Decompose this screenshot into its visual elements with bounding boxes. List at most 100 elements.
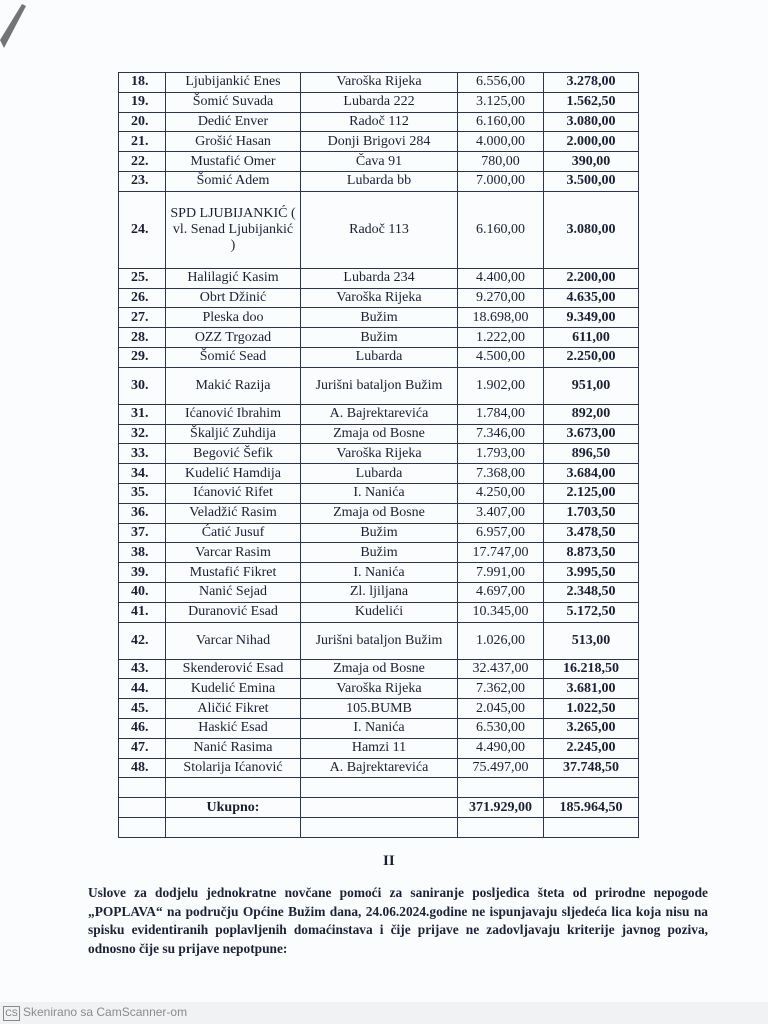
row-half-amount: 16.218,50 [543,658,639,680]
table-row: 43. Skenderović Esad Zmaja od Bosne 32.437,… [118,658,639,680]
row-amount: 6.556,00 [457,72,544,93]
row-amount: 7.991,00 [457,562,544,583]
table-row: 22. Mustafić Omer Čava 91 780,00 390,00 [118,151,639,172]
row-name: Duranović Esad [165,601,301,623]
row-amount: 4.500,00 [457,346,544,368]
row-half-amount: 3.681,00 [543,678,639,700]
row-name: Dedić Enver [165,111,301,133]
row-amount: 6.957,00 [457,522,544,544]
table-row: 34. Kudelić Hamdija Lubarda 7.368,00 3.684,0… [118,463,639,484]
row-address: Varoška Rijeka [300,678,458,700]
row-number: 43. [118,658,166,680]
row-address: Varoška Rijeka [300,443,458,465]
row-amount: 4.697,00 [457,581,544,603]
table-row: 42. Varcar Nihad Jurišni bataljon Bužim 1.0… [118,621,639,660]
row-name: Aličić Fikret [165,698,301,719]
row-half-amount: 1.562,50 [543,91,639,113]
row-address: Lubarda 234 [300,267,458,289]
empty-cell [118,816,166,838]
row-number: 37. [118,522,166,544]
total-label: Ukupno: [165,797,301,818]
row-half-amount: 5.172,50 [543,601,639,623]
row-name: SPD LJUBIJANKIĆ ( vl. Senad Ljubijankić … [165,190,301,269]
row-address: Zmaja od Bosne [300,502,458,524]
row-half-amount: 2.250,00 [543,346,639,368]
row-address: Radoč 112 [300,111,458,133]
table-row: 46. Haskić Esad I. Nanića 6.530,00 3.265,00 [118,717,639,739]
row-number: 32. [118,423,166,445]
row-number: 48. [118,757,166,779]
row-number: 26. [118,287,166,309]
row-number: 31. [118,403,166,425]
row-amount: 7.368,00 [457,463,544,484]
table-row: 33. Begović Šefik Varoška Rijeka 1.793,00 89… [118,443,639,465]
row-address: Hamzi 11 [300,737,458,759]
row-name: Stolarija Ićanović [165,757,301,779]
row-number: 20. [118,111,166,133]
table-row: 45. Aličić Fikret 105.BUMB 2.045,00 1.022,50 [118,698,639,719]
beneficiary-table: 18. Ljubijankić Enes Varoška Rijeka 6.556,0… [118,72,639,838]
row-number: 28. [118,327,166,348]
row-address: Čava 91 [300,151,458,172]
row-number: 30. [118,366,166,405]
row-address: Lubarda 222 [300,91,458,113]
page-fold-mark [0,4,26,48]
empty-cell [118,777,166,799]
row-address: Varoška Rijeka [300,287,458,309]
table-row: 32. Škaljić Zuhdija Zmaja od Bosne 7.346,00… [118,423,639,445]
row-amount: 1.902,00 [457,366,544,405]
row-half-amount: 4.635,00 [543,287,639,309]
row-address: Jurišni bataljon Bužim [300,621,458,660]
row-half-amount: 9.349,00 [543,307,639,329]
empty-cell [457,816,544,838]
row-number: 23. [118,170,166,192]
scanner-footer-text: Skenirano sa CamScanner-om [23,1005,188,1019]
row-name: Varcar Nihad [165,621,301,660]
row-number: 44. [118,678,166,700]
row-number: 47. [118,737,166,759]
row-name: Škaljić Zuhdija [165,423,301,445]
row-amount: 1.793,00 [457,443,544,465]
row-amount: 3.125,00 [457,91,544,113]
row-half-amount: 37.748,50 [543,757,639,779]
row-half-amount: 2.200,00 [543,267,639,289]
row-amount: 7.346,00 [457,423,544,445]
empty-cell [543,777,639,799]
row-number: 45. [118,698,166,719]
empty-cell [118,797,166,818]
row-amount: 75.497,00 [457,757,544,779]
row-half-amount: 3.080,00 [543,111,639,133]
row-number: 19. [118,91,166,113]
row-address: A. Bajrektarevića [300,757,458,779]
row-address: I. Nanića [300,717,458,739]
row-name: Makić Razija [165,366,301,405]
empty-cell [300,777,458,799]
row-number: 40. [118,581,166,603]
row-amount: 780,00 [457,151,544,172]
row-amount: 7.000,00 [457,170,544,192]
table-row: 19. Šomić Suvada Lubarda 222 3.125,00 1.562,… [118,91,639,113]
total-amount: 371.929,00 [457,797,544,818]
section-paragraph: Uslove za dodjelu jednokratne novčane po… [88,885,708,956]
row-amount: 1.026,00 [457,621,544,660]
row-address: I. Nanića [300,482,458,504]
row-half-amount: 951,00 [543,366,639,405]
row-name: Ćatić Jusuf [165,522,301,544]
row-number: 34. [118,463,166,484]
row-name: Šomić Suvada [165,91,301,113]
row-amount: 7.362,00 [457,678,544,700]
row-amount: 17.747,00 [457,542,544,564]
total-half-amount: 185.964,50 [543,797,639,818]
row-name: Šomić Adem [165,170,301,192]
row-address: Varoška Rijeka [300,72,458,93]
row-amount: 6.160,00 [457,190,544,269]
table-row: 29. Šomić Sead Lubarda 4.500,00 2.250,00 [118,346,639,368]
row-half-amount: 611,00 [543,327,639,348]
row-name: Nanić Sejad [165,581,301,603]
row-number: 21. [118,131,166,153]
row-name: Šomić Sead [165,346,301,368]
row-amount: 9.270,00 [457,287,544,309]
row-half-amount: 2.245,00 [543,737,639,759]
row-half-amount: 513,00 [543,621,639,660]
empty-cell [543,816,639,838]
